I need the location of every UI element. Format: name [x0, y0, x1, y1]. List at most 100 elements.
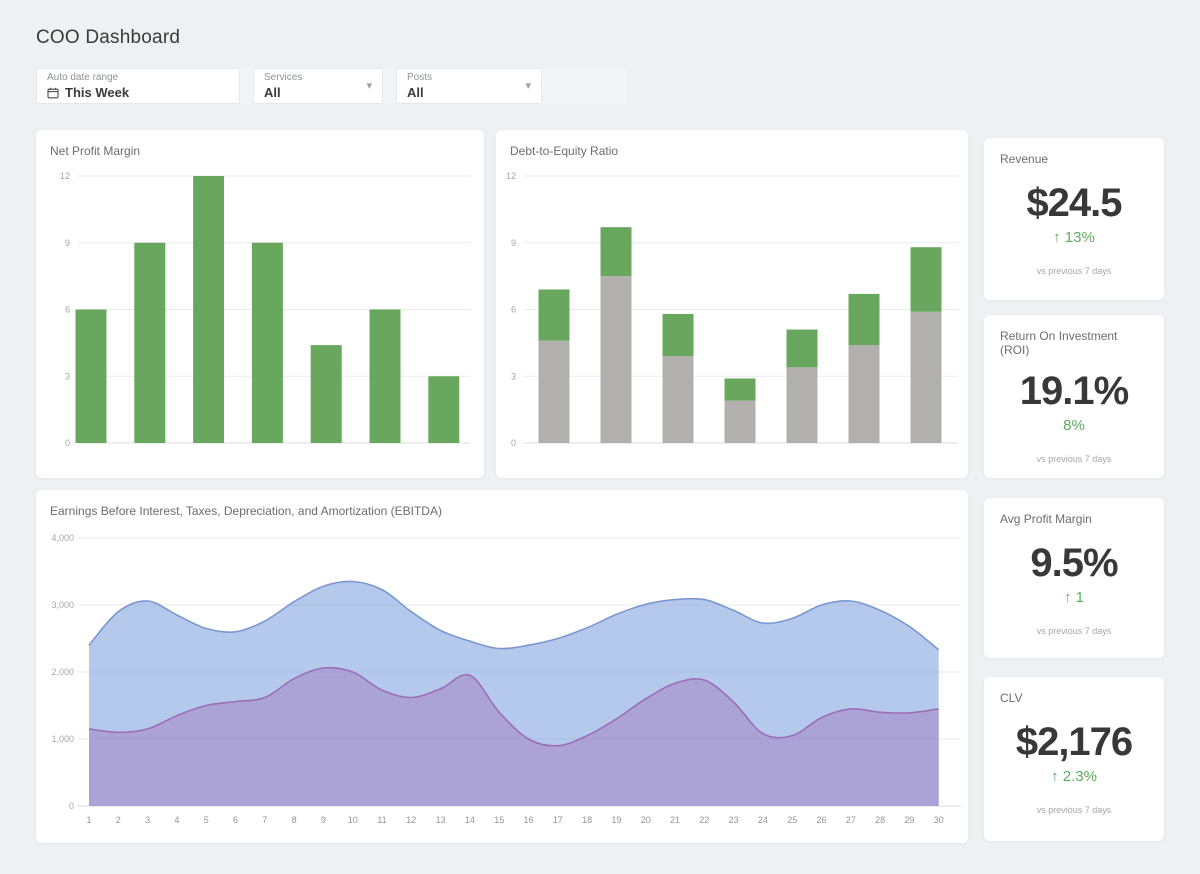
- chevron-down-icon: ▾: [366, 80, 372, 92]
- y-tick-label: 9: [65, 238, 70, 248]
- x-tick-label: 21: [670, 815, 680, 825]
- bar-segment: [428, 376, 460, 443]
- revenue-kpi-value: $24.5: [1026, 181, 1122, 225]
- y-tick-label: 2,000: [51, 667, 74, 677]
- y-tick-label: 3: [511, 371, 516, 381]
- bar-segment: [848, 293, 880, 346]
- revenue-kpi-title: Revenue: [1000, 152, 1049, 166]
- revenue-kpi-change: ↑ 13%: [1053, 229, 1095, 246]
- y-tick-label: 1,000: [51, 734, 74, 744]
- roi-kpi-note: vs previous 7 days: [1036, 454, 1112, 464]
- x-tick-label: 17: [553, 815, 563, 825]
- net-profit-margin-chart: 0 3 6 9 12: [60, 171, 470, 448]
- gridlines: 0 3 6 9 12: [506, 171, 958, 448]
- y-tick-label: 6: [65, 305, 70, 315]
- roi-kpi-value: 19.1%: [1019, 369, 1129, 413]
- revenue-kpi-note: vs previous 7 days: [1036, 266, 1112, 276]
- x-tick-label: 1: [86, 815, 91, 825]
- x-tick-label: 26: [816, 815, 826, 825]
- x-tick-label: 11: [377, 815, 386, 825]
- y-tick-label: 12: [506, 171, 516, 181]
- net-profit-margin-title: Net Profit Margin: [50, 144, 141, 158]
- bars: [538, 227, 942, 443]
- bars: [75, 176, 460, 443]
- y-tick-label: 0: [69, 801, 74, 811]
- avg-profit-margin-kpi-title: Avg Profit Margin: [1000, 512, 1092, 526]
- bar-segment: [662, 313, 694, 357]
- y-tick-label: 6: [511, 305, 516, 315]
- filter-bar: Auto date range This Week Services All ▾…: [36, 68, 627, 104]
- avg-profit-margin-kpi-value: 9.5%: [1030, 541, 1118, 585]
- x-tick-label: 28: [875, 815, 885, 825]
- bar-segment: [251, 242, 283, 443]
- calendar-icon: [47, 87, 59, 99]
- clv-kpi-title: CLV: [1000, 691, 1023, 705]
- x-tick-label: 5: [204, 815, 209, 825]
- clv-kpi-change: ↑ 2.3%: [1051, 768, 1097, 785]
- y-tick-label: 9: [511, 238, 516, 248]
- clv-kpi-value: $2,176: [1015, 720, 1133, 764]
- x-tick-label: 6: [233, 815, 238, 825]
- bar-segment: [910, 247, 942, 312]
- services-filter[interactable]: Services All ▾: [253, 68, 383, 104]
- avg-profit-margin-kpi-card: Avg Profit Margin 9.5% ↑ 1 vs previous 7…: [984, 498, 1164, 658]
- posts-label: Posts: [407, 72, 433, 83]
- bar-segment: [910, 311, 942, 443]
- bar-segment: [724, 378, 756, 401]
- roi-kpi-card: Return On Investment (ROI) 19.1% 8% vs p…: [984, 315, 1164, 478]
- area-lower: [89, 667, 939, 806]
- x-tick-label: 22: [699, 815, 709, 825]
- y-tick-label: 4,000: [51, 533, 74, 543]
- bar-segment: [786, 367, 818, 443]
- x-tick-label: 25: [787, 815, 797, 825]
- x-tick-label: 29: [904, 815, 914, 825]
- x-tick-label: 24: [758, 815, 768, 825]
- x-tick-label: 7: [262, 815, 267, 825]
- x-tick-label: 10: [348, 815, 358, 825]
- y-tick-label: 3: [65, 371, 70, 381]
- line-upper: [88, 580, 940, 651]
- bar-segment: [600, 276, 632, 443]
- area-upper: [89, 581, 939, 806]
- bar-segment: [369, 309, 401, 443]
- revenue-kpi-card: Revenue $24.5 ↑ 13% vs previous 7 days: [984, 138, 1164, 300]
- x-tick-label: 8: [292, 815, 297, 825]
- line-lower: [88, 666, 939, 747]
- clv-kpi-note: vs previous 7 days: [1036, 805, 1112, 815]
- net-profit-margin-card: Net Profit Margin 0 3 6 9 12: [36, 130, 484, 478]
- ebitda-card: Earnings Before Interest, Taxes, Depreci…: [36, 490, 968, 843]
- x-tick-label: 3: [145, 815, 150, 825]
- x-tick-label: 30: [934, 815, 944, 825]
- chevron-down-icon: ▾: [525, 80, 531, 92]
- avg-profit-margin-kpi-note: vs previous 7 days: [1036, 626, 1112, 636]
- services-value: All: [264, 85, 281, 100]
- ebitda-title: Earnings Before Interest, Taxes, Depreci…: [50, 504, 442, 518]
- bar-segment: [193, 176, 225, 443]
- x-tick-label: 12: [406, 815, 416, 825]
- roi-kpi-change: 8%: [1063, 417, 1085, 434]
- debt-to-equity-card: Debt-to-Equity Ratio 0 3 6 9 12: [496, 130, 968, 478]
- bar-segment: [310, 345, 342, 443]
- x-tick-label: 15: [494, 815, 504, 825]
- x-tick-label: 14: [465, 815, 475, 825]
- y-tick-label: 3,000: [51, 600, 74, 610]
- posts-value: All: [407, 85, 424, 100]
- x-tick-label: 18: [582, 815, 592, 825]
- x-tick-label: 2: [116, 815, 121, 825]
- debt-to-equity-title: Debt-to-Equity Ratio: [510, 144, 619, 158]
- bar-segment: [600, 227, 632, 277]
- x-axis-labels: 1 2 3 4 5 6 7 8 9 10 11 12 13 14 15 16 17 18 19 20 21 22 23 24 2…: [86, 815, 943, 825]
- bar-segment: [538, 289, 570, 341]
- date-range-filter[interactable]: Auto date range This Week: [36, 68, 240, 104]
- x-tick-label: 9: [321, 815, 326, 825]
- y-tick-label: 0: [65, 438, 70, 448]
- y-tick-label: 12: [60, 171, 70, 181]
- bar-segment: [662, 356, 694, 443]
- avg-profit-margin-kpi-change: ↑ 1: [1063, 589, 1084, 606]
- date-range-label: Auto date range: [47, 72, 119, 83]
- x-tick-label: 23: [729, 815, 739, 825]
- posts-filter[interactable]: Posts All ▾: [396, 68, 542, 104]
- services-label: Services: [264, 72, 303, 83]
- x-tick-label: 13: [436, 815, 446, 825]
